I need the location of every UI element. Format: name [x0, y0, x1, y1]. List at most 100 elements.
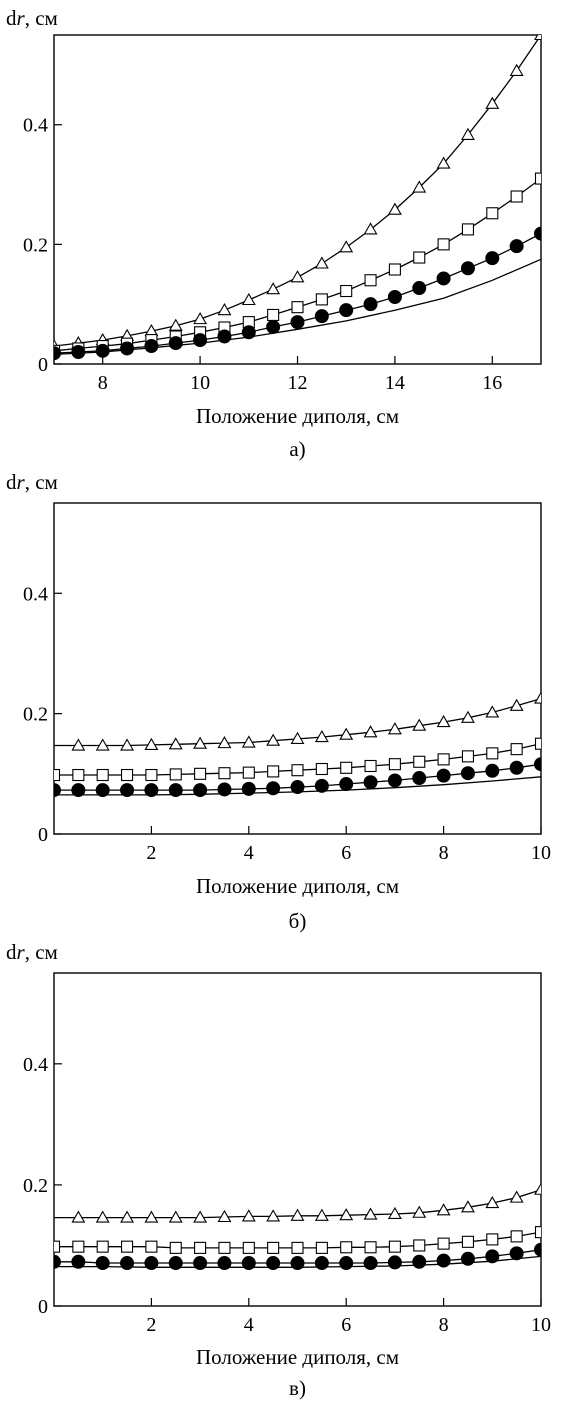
- data-point-triangle: [412, 1205, 427, 1218]
- data-point-circle: [387, 290, 402, 305]
- data-point-square: [437, 238, 450, 251]
- data-point-square: [218, 1241, 231, 1254]
- data-point-circle: [412, 771, 427, 786]
- y-axis-label: dr, см: [6, 6, 58, 30]
- data-point-triangle: [95, 738, 110, 751]
- chart-panel-v: 0 0.2 0.4 2 4 6 8 10 dr, см Положение диполя, см в…: [6, 940, 551, 1400]
- data-point-square: [315, 1241, 328, 1254]
- series-group: [54, 1182, 541, 1271]
- x-tick-label: 2: [146, 1314, 156, 1336]
- data-point-circle: [412, 1254, 427, 1269]
- data-point-square: [388, 263, 401, 276]
- data-point-triangle: [193, 312, 208, 325]
- data-point-circle: [193, 1256, 208, 1271]
- data-point-triangle: [314, 729, 329, 743]
- data-point-square: [72, 768, 85, 782]
- x-tick-label: 8: [439, 1314, 449, 1336]
- data-point-circle: [436, 768, 451, 783]
- panel-label: в): [289, 1376, 306, 1400]
- data-point-square: [54, 1240, 61, 1253]
- data-point-square: [340, 284, 353, 298]
- data-point-square: [315, 762, 328, 776]
- data-point-circle: [168, 336, 183, 351]
- data-point-square: [461, 223, 475, 236]
- data-point-triangle: [314, 1208, 329, 1221]
- data-point-square: [315, 293, 328, 306]
- data-point-circle: [534, 226, 541, 241]
- data-point-circle: [363, 297, 378, 312]
- data-point-triangle: [290, 731, 305, 744]
- data-point-triangle: [485, 96, 500, 109]
- data-point-circle: [168, 1256, 183, 1271]
- x-tick-label: 10: [190, 372, 210, 394]
- data-point-square: [413, 755, 426, 768]
- data-point-circle: [144, 339, 159, 354]
- data-point-circle: [290, 1256, 305, 1271]
- data-point-circle: [71, 1254, 86, 1269]
- data-point-triangle: [71, 1210, 86, 1223]
- y-axis-label: dr, см: [6, 470, 58, 494]
- data-point-square: [267, 1241, 280, 1254]
- x-tick-label: 16: [482, 372, 502, 394]
- data-point-square: [340, 1241, 353, 1254]
- x-tick-label: 4: [244, 1314, 254, 1336]
- data-point-circle: [339, 1256, 354, 1271]
- data-point-square: [364, 1241, 377, 1254]
- data-point-square: [388, 758, 401, 771]
- data-point-triangle: [387, 722, 402, 735]
- series-line-none: [54, 776, 541, 796]
- data-point-circle: [436, 1253, 451, 1268]
- data-point-triangle: [168, 318, 183, 331]
- data-point-triangle: [339, 727, 354, 740]
- data-point-square: [291, 301, 304, 314]
- data-point-square: [364, 274, 377, 287]
- data-point-triangle: [217, 303, 232, 316]
- data-point-square: [72, 1240, 85, 1253]
- data-point-square: [510, 1230, 523, 1243]
- data-point-triangle: [534, 691, 541, 704]
- data-point-circle: [95, 1256, 110, 1271]
- series-line-none: [54, 258, 541, 356]
- data-point-circle: [266, 1256, 281, 1271]
- series-line-triangle: [54, 35, 541, 347]
- data-point-square: [54, 768, 61, 782]
- y-tick-label: 0: [38, 1296, 48, 1318]
- data-point-triangle: [485, 705, 500, 718]
- data-point-circle: [460, 766, 475, 781]
- data-point-triangle: [436, 156, 451, 169]
- data-point-square: [510, 743, 523, 756]
- data-point-square: [96, 768, 109, 782]
- data-point-circle: [168, 783, 183, 798]
- data-point-triangle: [144, 737, 159, 750]
- data-point-circle: [485, 763, 500, 778]
- x-tick-label: 12: [288, 372, 308, 394]
- x-tick-label: 8: [98, 372, 108, 394]
- data-point-triangle: [363, 1207, 378, 1220]
- data-point-triangle: [509, 698, 524, 711]
- data-point-square: [510, 190, 523, 203]
- chart-panel-a: 0 0.2 0.4 8 10 12 14 16 dr, см Положение диполя, …: [6, 6, 542, 461]
- data-point-circle: [290, 780, 305, 795]
- data-point-square: [340, 761, 353, 774]
- data-point-square: [169, 768, 182, 781]
- data-point-circle: [71, 783, 86, 798]
- data-point-circle: [436, 271, 451, 286]
- data-point-triangle: [363, 725, 378, 738]
- panel-label: а): [289, 437, 305, 461]
- data-point-square: [486, 207, 499, 220]
- data-point-circle: [314, 309, 329, 324]
- x-tick-label: 6: [341, 1314, 351, 1336]
- data-point-triangle: [485, 1195, 500, 1209]
- plot-area-frame: [53, 34, 542, 365]
- data-point-square: [145, 768, 158, 782]
- data-point-triangle: [217, 1209, 232, 1223]
- data-point-circle: [387, 1255, 402, 1270]
- data-point-triangle: [436, 714, 451, 728]
- data-point-circle: [509, 1246, 524, 1261]
- data-point-square: [121, 768, 134, 782]
- y-tick-label: 0: [38, 824, 48, 846]
- data-point-square: [121, 1240, 134, 1253]
- data-point-circle: [120, 341, 135, 356]
- data-point-square: [413, 1239, 426, 1252]
- data-point-circle: [509, 239, 524, 254]
